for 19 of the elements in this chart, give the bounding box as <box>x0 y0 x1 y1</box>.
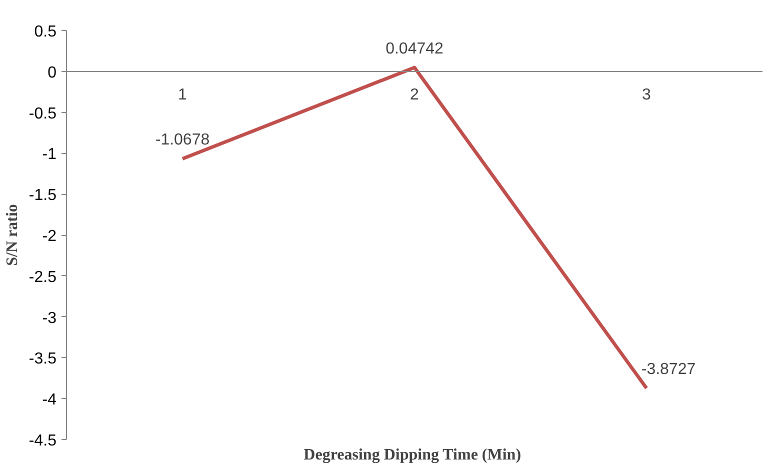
x-tick-label: 1 <box>178 86 188 104</box>
data-label: -3.8727 <box>641 361 696 378</box>
x-tick-label: 3 <box>642 86 652 104</box>
data-label: -1.0678 <box>155 132 210 149</box>
y-tick-label: -3 <box>42 310 57 327</box>
y-tick-label: -1.5 <box>28 187 57 204</box>
y-tick-label: -4.5 <box>28 432 57 450</box>
x-axis-title: Degreasing Dipping Time (Min) <box>304 446 522 464</box>
y-axis-title: S/N ratio <box>4 204 21 266</box>
y-tick-label: -2.5 <box>28 268 57 286</box>
y-tick-label: 0.5 <box>34 24 57 40</box>
y-tick-label: -0.5 <box>28 105 57 122</box>
y-tick-label: -4 <box>42 392 57 409</box>
y-tick-label: -1 <box>42 146 57 164</box>
x-tick-label: 2 <box>410 86 420 104</box>
y-tick-label: 0 <box>48 64 57 82</box>
y-tick-label: -3.5 <box>28 350 57 368</box>
y-tick-label: -2 <box>42 228 57 245</box>
data-label: 0.04742 <box>386 40 444 58</box>
